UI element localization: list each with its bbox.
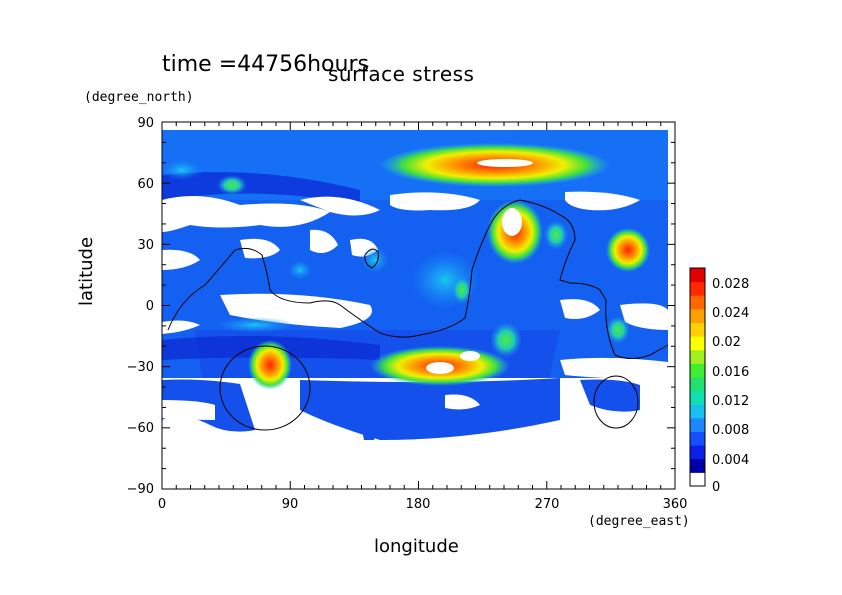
- colorbar-tick-label: 0.012: [712, 394, 749, 409]
- axis-ticks: [161, 121, 676, 490]
- colorbar-segment: [690, 431, 705, 446]
- y-tick-label: 30: [137, 238, 154, 253]
- colorbar-frame: [689, 267, 706, 487]
- y-tick-label: 60: [137, 177, 154, 192]
- y-axis-unit: (degree_north): [84, 90, 194, 105]
- y-tick-label: −30: [127, 360, 154, 375]
- colorbar-tick-label: 0.024: [712, 306, 749, 321]
- y-tick-label: −90: [127, 482, 154, 497]
- colorbar-segment: [690, 472, 705, 487]
- colorbar-segment: [690, 281, 705, 296]
- time-title: time =44756hours: [162, 52, 369, 77]
- y-tick-label: 0: [146, 299, 154, 314]
- colorbar-tick-label: 0.016: [712, 365, 749, 380]
- colorbar-segment: [690, 363, 705, 378]
- x-tick-label: 360: [663, 497, 688, 512]
- x-axis-unit: (degree_east): [588, 514, 690, 529]
- colorbar-segment: [690, 404, 705, 419]
- colorbar-segment: [690, 336, 705, 351]
- x-tick-label: 180: [406, 497, 431, 512]
- colorbar-tick-label: 0.008: [712, 423, 749, 438]
- x-tick-label: 270: [535, 497, 560, 512]
- colorbar-segment: [690, 349, 705, 364]
- y-tick-label: 90: [137, 116, 154, 131]
- colorbar-segment: [690, 295, 705, 310]
- chart-title: surface stress: [328, 62, 475, 86]
- colorbar-tick-label: 0.02: [712, 335, 741, 350]
- y-tick-label: −60: [127, 421, 154, 436]
- x-axis-title: longitude: [374, 536, 459, 557]
- x-tick-label: 0: [158, 497, 166, 512]
- x-tick-label: 90: [282, 497, 299, 512]
- colorbar-tick-label: 0: [712, 480, 720, 495]
- colorbar-segment: [690, 377, 705, 392]
- colorbar-segment: [690, 268, 705, 283]
- heatmap-field: [162, 122, 675, 489]
- colorbar: [690, 268, 705, 487]
- colorbar-segment: [690, 390, 705, 405]
- colorbar-segment: [690, 308, 705, 323]
- colorbar-segment: [690, 445, 705, 460]
- colorbar-segment: [690, 458, 705, 473]
- colorbar-tick-label: 0.028: [712, 277, 749, 292]
- colorbar-segment: [690, 417, 705, 432]
- colorbar-tick-label: 0.004: [712, 453, 749, 468]
- colorbar-segment: [690, 322, 705, 337]
